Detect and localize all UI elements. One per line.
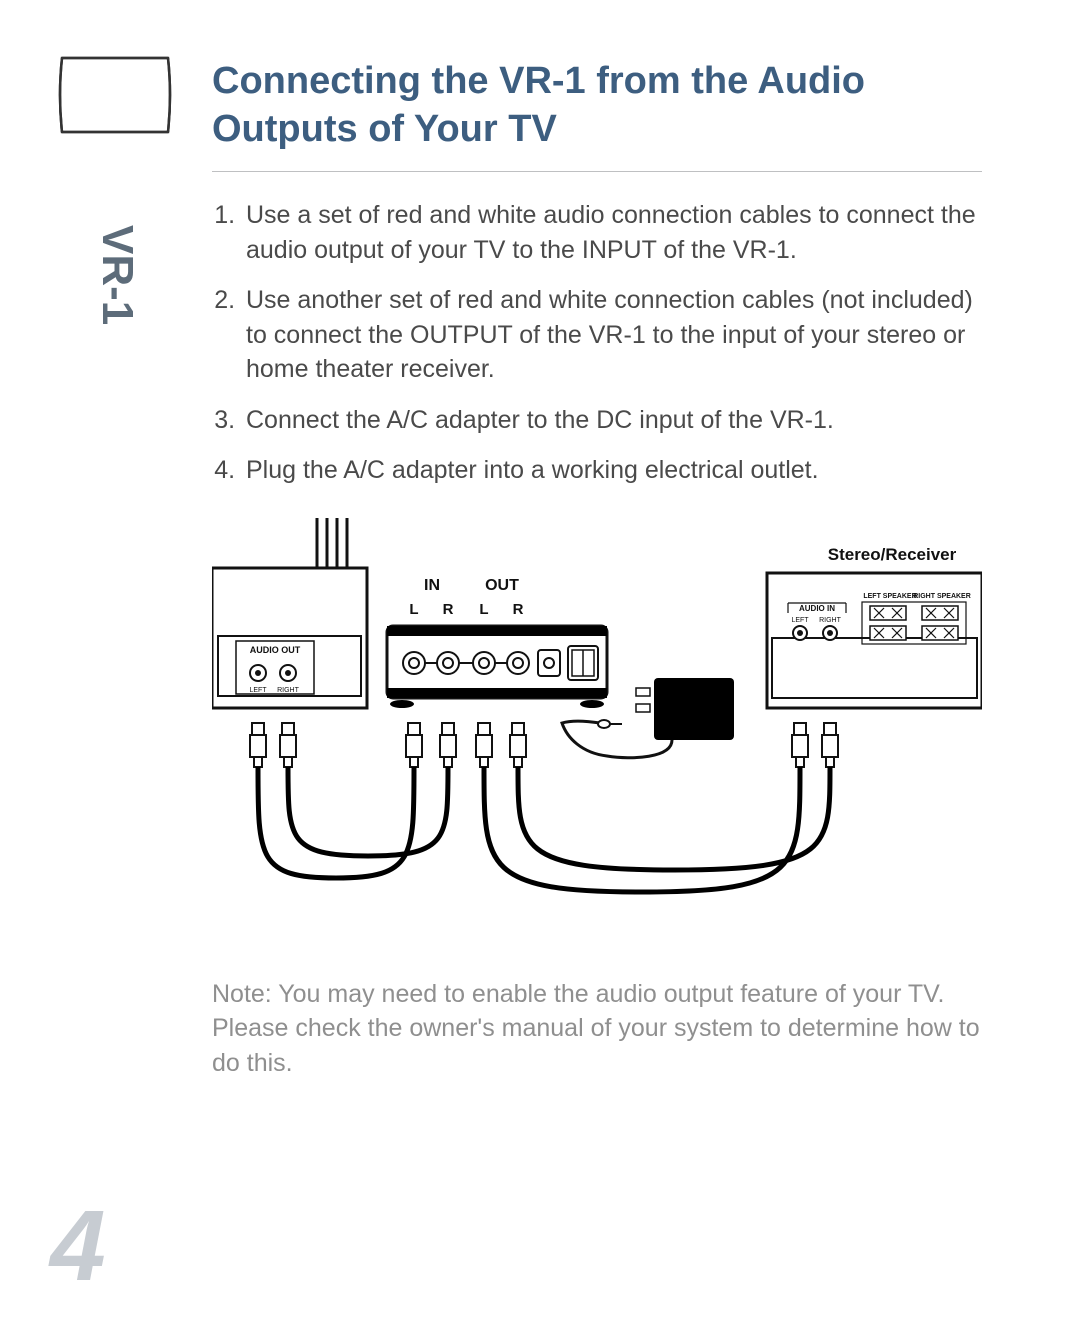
step-2: Use another set of red and white connect…: [242, 283, 982, 387]
note-text: Note: You may need to enable the audio o…: [212, 977, 982, 1081]
svg-text:L: L: [479, 601, 488, 618]
svg-text:IN: IN: [424, 577, 440, 594]
step-1: Use a set of red and white audio connect…: [242, 198, 982, 267]
svg-text:OUT: OUT: [485, 577, 519, 594]
svg-text:RIGHT: RIGHT: [819, 617, 842, 624]
tv-block: AUDIO OUT LEFT RIGHT: [212, 518, 367, 708]
svg-text:RIGHT SPEAKER: RIGHT SPEAKER: [913, 593, 971, 600]
step-3: Connect the A/C adapter to the DC input …: [242, 403, 982, 438]
step-4: Plug the A/C adapter into a working elec…: [242, 453, 982, 488]
vr1-block: IN OUT L R L R: [387, 577, 607, 708]
cables: [258, 767, 830, 892]
svg-text:LEFT: LEFT: [249, 687, 267, 694]
product-label: VR-1: [92, 225, 142, 325]
content: Connecting the VR-1 from the Audio Outpu…: [212, 58, 982, 1080]
svg-text:R: R: [513, 601, 524, 618]
receiver-block: Stereo/Receiver AUDIO IN LEFT RIGHT LEFT…: [767, 545, 982, 708]
svg-text:RIGHT: RIGHT: [277, 687, 300, 694]
svg-text:LEFT SPEAKER: LEFT SPEAKER: [863, 593, 916, 600]
svg-text:Stereo/Receiver: Stereo/Receiver: [828, 545, 957, 564]
manual-page: VR-1 4 Connecting the VR-1 from the Audi…: [0, 0, 1080, 1344]
page-number: 4: [50, 1189, 106, 1304]
rca-plugs: [250, 723, 838, 767]
svg-text:L: L: [409, 601, 418, 618]
page-title: Connecting the VR-1 from the Audio Outpu…: [212, 58, 982, 172]
audio-out-label: AUDIO OUT: [250, 645, 301, 655]
instruction-steps: Use a set of red and white audio connect…: [212, 198, 982, 488]
svg-text:LEFT: LEFT: [791, 617, 809, 624]
sidebar: VR-1: [50, 50, 190, 1300]
svg-text:AUDIO IN: AUDIO IN: [799, 604, 835, 613]
wiring-diagram: AUDIO OUT LEFT RIGHT IN OUT L R L R: [212, 518, 982, 938]
svg-text:R: R: [443, 601, 454, 618]
device-outline-icon: [50, 50, 180, 140]
